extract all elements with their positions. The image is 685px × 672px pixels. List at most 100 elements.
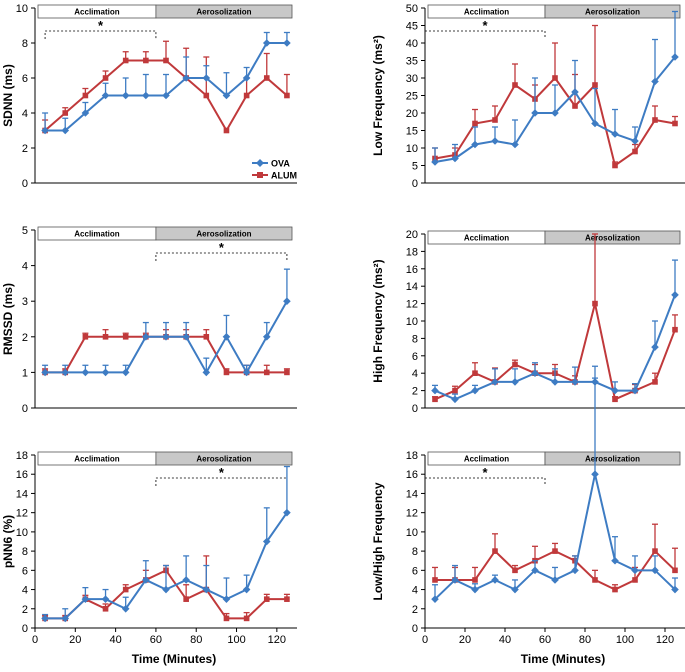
ova-data-point <box>631 566 639 575</box>
y-tick-label: 14 <box>16 488 28 500</box>
chart-panel-4: 0 2 4 6 8 10 12 14 16 18 20 High Frequency (ms²) Acc… <box>371 229 685 415</box>
significance-marker: * <box>98 18 104 33</box>
y-tick-label: 8 <box>22 546 28 558</box>
ova-data-point <box>283 508 291 517</box>
y-tick-label: 35 <box>406 56 418 68</box>
x-tick-label: 60 <box>539 634 551 646</box>
alum-data-point <box>223 615 230 622</box>
chart-panel-5: 0 2 4 6 8 10 12 14 16 18 0 20 40 60 80 100 120 pNN6 (%) Ti… <box>1 450 297 666</box>
ova-data-point <box>611 130 619 138</box>
alum-data-point <box>82 92 89 99</box>
alum-data-point <box>672 326 678 333</box>
ova-data-point <box>671 585 679 594</box>
alum-data-point <box>472 120 478 127</box>
ova-data-point <box>431 158 439 166</box>
alum-data-point <box>632 148 638 155</box>
ova-data-point <box>182 74 190 82</box>
chart-panel-2: 0 5 10 15 20 25 30 35 40 45 50 Low Frequency (ms²) A… <box>371 3 685 190</box>
ova-data-point <box>551 109 559 117</box>
ova-data-point <box>242 368 251 377</box>
aerosolization-phase-label: Aerosolization <box>585 8 640 17</box>
ova-data-point <box>491 378 499 386</box>
ova-data-point <box>571 566 579 575</box>
y-tick-label: 14 <box>406 488 418 500</box>
ova-data-point <box>531 369 539 377</box>
ova-data-point <box>142 91 150 100</box>
ova-data-point <box>551 378 559 386</box>
ova-data-point <box>651 77 659 86</box>
aerosolization-phase-label: Aerosolization <box>196 455 251 464</box>
x-tick-label: 40 <box>109 634 121 646</box>
x-tick-label: 40 <box>499 634 511 646</box>
alum-data-point <box>223 369 230 376</box>
alum-data-point <box>512 361 518 368</box>
significance-bracket <box>44 30 157 39</box>
x-tick-label: 20 <box>69 634 81 646</box>
ova-data-point <box>41 368 49 377</box>
ova-data-point <box>651 343 659 351</box>
y-axis-title: SDNN (ms) <box>1 64 15 127</box>
aerosolization-phase-box <box>544 4 681 19</box>
ova-data-point <box>121 604 130 613</box>
aerosolization-phase-box <box>155 226 293 241</box>
aerosolization-phase-label: Aerosolization <box>196 8 251 17</box>
ova-data-point <box>511 140 519 149</box>
alum-data-point <box>472 577 478 583</box>
alum-data-point <box>612 586 618 593</box>
y-tick-label: 18 <box>16 450 28 462</box>
y-tick-label: 8 <box>412 546 418 558</box>
aerosolization-phase-box <box>544 451 681 466</box>
alum-data-point <box>243 615 250 622</box>
y-tick-label: 18 <box>406 246 418 258</box>
y-tick-label: 5 <box>22 225 28 237</box>
y-tick-label: 2 <box>22 143 28 155</box>
ova-data-point <box>471 140 479 149</box>
alum-data-point <box>592 300 598 307</box>
significance-marker: * <box>482 18 488 33</box>
ova-data-point <box>162 91 170 100</box>
alum-data-point <box>263 596 270 602</box>
alum-data-point <box>203 92 210 99</box>
ova-data-point <box>202 368 211 377</box>
acclimation-phase-label: Acclimation <box>74 230 119 239</box>
y-tick-label: 0 <box>22 623 28 635</box>
y-tick-label: 2 <box>22 604 28 616</box>
alum-data-point <box>512 567 518 574</box>
acclimation-phase-label: Acclimation <box>464 455 509 464</box>
y-tick-label: 6 <box>412 565 418 577</box>
ova-legend-marker <box>256 159 264 167</box>
ova-data-point <box>571 88 579 96</box>
y-tick-label: 3 <box>22 296 28 308</box>
y-tick-label: 40 <box>406 38 418 50</box>
ova-data-point <box>571 378 579 386</box>
alum-legend-marker <box>257 172 263 178</box>
y-tick-label: 4 <box>22 261 28 273</box>
ova-data-point <box>451 395 459 404</box>
y-tick-label: 12 <box>406 508 418 520</box>
alum-data-point <box>432 396 438 403</box>
alum-data-point <box>512 82 518 88</box>
ova-data-point <box>591 119 599 128</box>
significance-marker: * <box>219 465 225 480</box>
alum-data-point <box>672 567 678 574</box>
ova-data-point <box>471 585 479 594</box>
ova-data-point <box>61 126 70 135</box>
y-tick-label: 10 <box>406 527 418 539</box>
y-tick-label: 16 <box>16 469 28 481</box>
y-tick-label: 6 <box>412 351 418 363</box>
y-tick-label: 10 <box>406 143 418 155</box>
y-tick-label: 5 <box>412 161 418 173</box>
ova-data-point <box>531 566 539 575</box>
y-tick-label: 20 <box>406 108 418 120</box>
alum-data-point <box>263 369 270 376</box>
ova-data-point <box>41 614 49 623</box>
x-tick-label: 0 <box>32 634 38 646</box>
x-tick-label: 20 <box>459 634 471 646</box>
ova-data-point <box>511 585 519 594</box>
ova-data-point <box>121 368 130 377</box>
y-tick-label: 4 <box>412 585 418 597</box>
y-tick-label: 20 <box>406 229 418 241</box>
alum-legend-label: ALUM <box>271 171 297 181</box>
y-tick-label: 4 <box>22 108 28 120</box>
